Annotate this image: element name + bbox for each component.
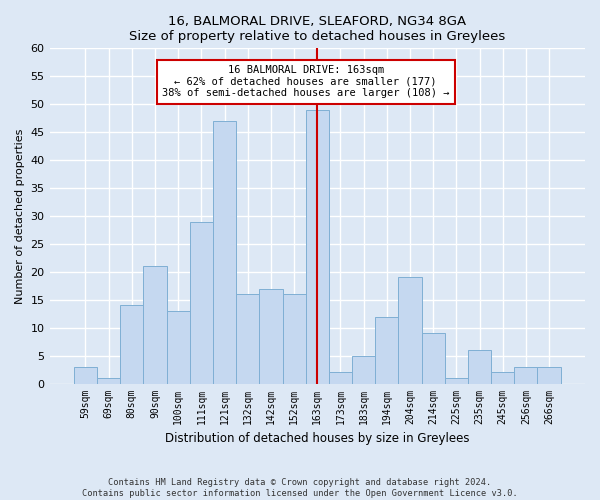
Bar (259, 288, 283, 384)
Title: 16, BALMORAL DRIVE, SLEAFORD, NG34 8GA
Size of property relative to detached hou: 16, BALMORAL DRIVE, SLEAFORD, NG34 8GA S… (129, 15, 505, 43)
Bar (120, 306, 143, 384)
Bar (352, 356, 375, 384)
Bar (491, 372, 514, 384)
Bar (398, 278, 422, 384)
Bar (283, 294, 305, 384)
Bar (468, 350, 491, 384)
Text: Contains HM Land Registry data © Crown copyright and database right 2024.
Contai: Contains HM Land Registry data © Crown c… (82, 478, 518, 498)
Bar (422, 334, 445, 384)
Bar (329, 372, 352, 384)
X-axis label: Distribution of detached houses by size in Greylees: Distribution of detached houses by size … (165, 432, 470, 445)
Bar (538, 367, 560, 384)
Bar (514, 367, 538, 384)
Bar (97, 378, 120, 384)
Text: 16 BALMORAL DRIVE: 163sqm
← 62% of detached houses are smaller (177)
38% of semi: 16 BALMORAL DRIVE: 163sqm ← 62% of detac… (162, 65, 449, 98)
Bar (375, 316, 398, 384)
Bar (213, 121, 236, 384)
Bar (190, 222, 213, 384)
Y-axis label: Number of detached properties: Number of detached properties (15, 128, 25, 304)
Bar (143, 266, 167, 384)
Bar (445, 378, 468, 384)
Bar (305, 110, 329, 384)
Bar (74, 367, 97, 384)
Bar (236, 294, 259, 384)
Bar (167, 311, 190, 384)
